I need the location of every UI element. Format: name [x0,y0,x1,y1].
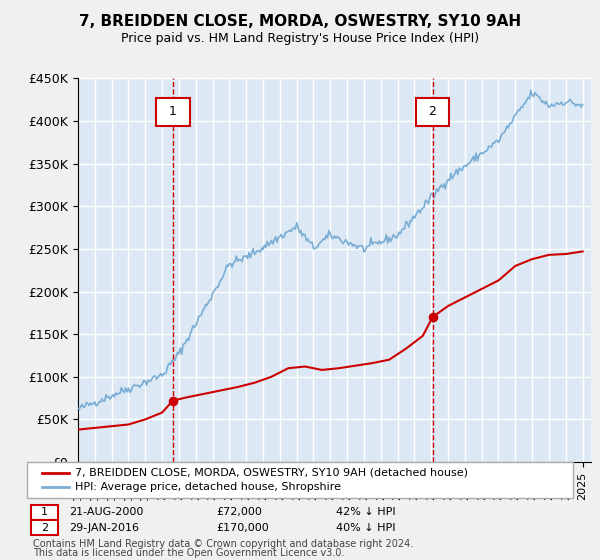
Text: 1: 1 [169,105,177,119]
Point [428,312,437,321]
Text: 7, BREIDDEN CLOSE, MORDA, OSWESTRY, SY10 9AH: 7, BREIDDEN CLOSE, MORDA, OSWESTRY, SY10… [79,14,521,29]
Text: 7, BREIDDEN CLOSE, MORDA, OSWESTRY, SY10 9AH (detached house): 7, BREIDDEN CLOSE, MORDA, OSWESTRY, SY10… [75,468,468,478]
Text: 29-JAN-2016: 29-JAN-2016 [69,522,139,533]
Text: HPI: Average price, detached house, Shropshire: HPI: Average price, detached house, Shro… [75,482,341,492]
Text: 1: 1 [41,507,48,517]
FancyBboxPatch shape [156,97,190,127]
Text: £170,000: £170,000 [216,522,269,533]
Text: 40% ↓ HPI: 40% ↓ HPI [336,522,395,533]
Text: 42% ↓ HPI: 42% ↓ HPI [336,507,395,517]
Text: £72,000: £72,000 [216,507,262,517]
Text: This data is licensed under the Open Government Licence v3.0.: This data is licensed under the Open Gov… [33,548,344,558]
Text: Price paid vs. HM Land Registry's House Price Index (HPI): Price paid vs. HM Land Registry's House … [121,32,479,45]
FancyBboxPatch shape [416,97,449,127]
Point [168,396,178,405]
Text: 21-AUG-2000: 21-AUG-2000 [69,507,143,517]
Text: 2: 2 [41,522,48,533]
Text: Contains HM Land Registry data © Crown copyright and database right 2024.: Contains HM Land Registry data © Crown c… [33,539,413,549]
Text: 2: 2 [428,105,436,119]
